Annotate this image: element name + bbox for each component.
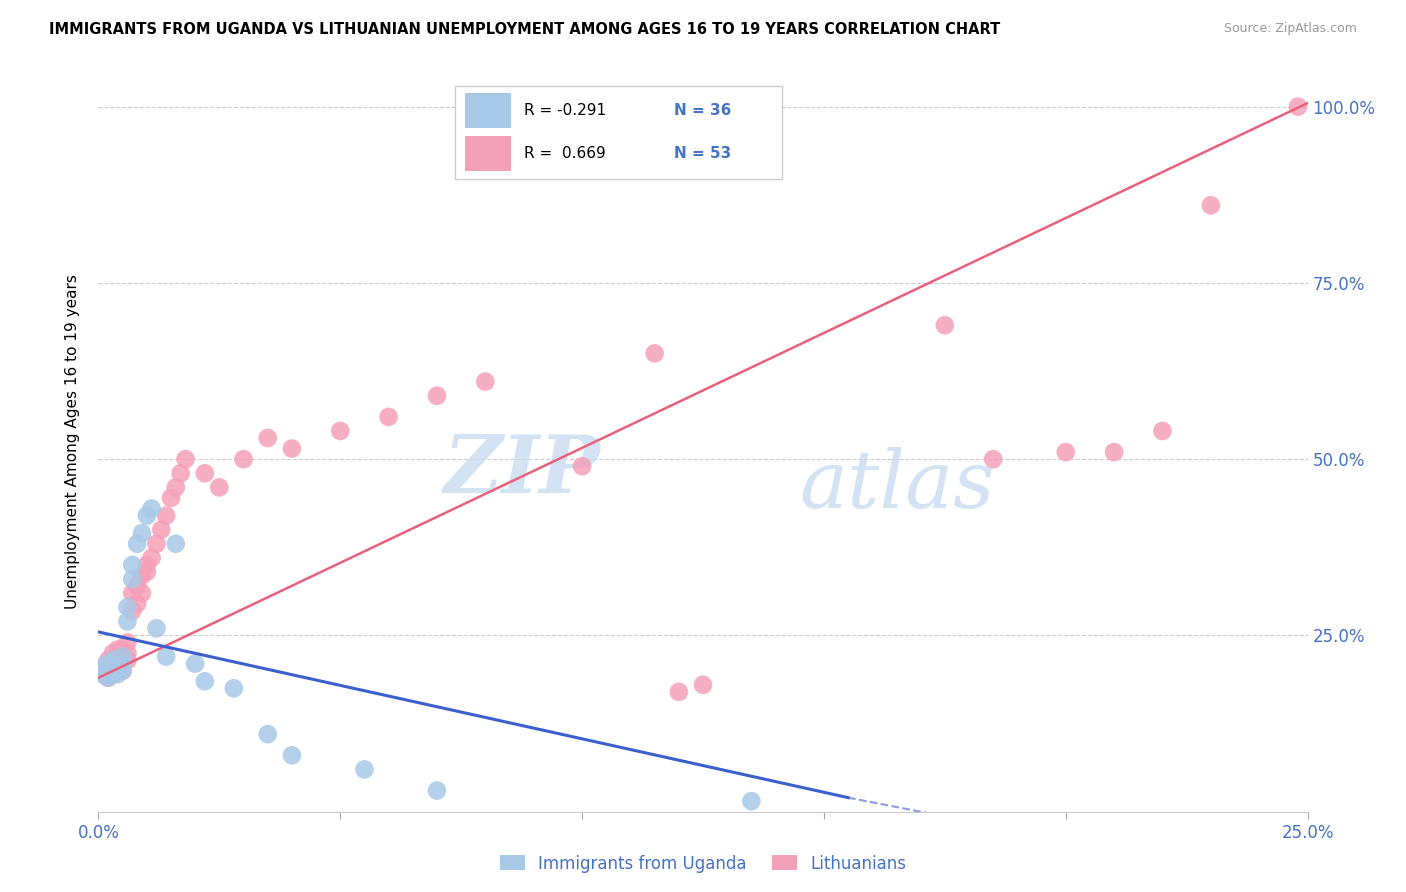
Point (111, 653, 134, 667)
Point (101, 653, 124, 667)
Point (97, 657, 120, 671)
Point (256, 727, 278, 741)
Point (117, 615, 139, 629)
Point (981, 452, 1004, 467)
Point (426, 783, 449, 797)
Text: ZIP: ZIP (443, 433, 600, 510)
Text: atlas: atlas (800, 447, 995, 524)
Point (107, 667, 129, 681)
Point (97, 664, 120, 678)
Text: IMMIGRANTS FROM UGANDA VS LITHUANIAN UNEMPLOYMENT AMONG AGES 16 TO 19 YEARS CORR: IMMIGRANTS FROM UGANDA VS LITHUANIAN UNE… (49, 22, 1001, 37)
Point (127, 537, 149, 551)
Point (131, 568, 153, 582)
Point (91, 667, 114, 681)
Point (107, 664, 129, 678)
Point (121, 558, 143, 572)
Text: Source: ZipAtlas.com: Source: ZipAtlas.com (1223, 22, 1357, 36)
Point (101, 660, 124, 674)
Point (174, 452, 197, 467)
Point (281, 748, 304, 763)
Point (668, 685, 690, 699)
Point (208, 480, 231, 494)
Point (101, 657, 124, 671)
Point (165, 480, 187, 494)
Point (256, 431, 278, 445)
Point (155, 649, 177, 664)
Point (107, 642, 129, 657)
Point (141, 550, 163, 565)
Point (281, 442, 304, 456)
Point (127, 579, 149, 593)
Point (121, 586, 143, 600)
Point (135, 558, 157, 572)
Point (107, 657, 129, 671)
Point (184, 657, 207, 671)
Point (97, 671, 120, 685)
Point (97, 653, 120, 667)
Point (117, 635, 139, 649)
Point (97, 667, 120, 681)
Point (101, 646, 124, 660)
Point (97, 671, 120, 685)
Point (740, 794, 762, 808)
Point (1286, 100, 1309, 114)
Point (111, 642, 134, 657)
Point (145, 537, 167, 551)
Point (644, 346, 666, 360)
Point (91, 667, 114, 681)
Point (934, 318, 956, 333)
Point (111, 649, 134, 664)
Point (117, 600, 139, 615)
Point (353, 763, 375, 777)
Point (194, 674, 217, 689)
Point (91, 660, 114, 674)
Point (329, 424, 352, 438)
Point (101, 664, 124, 678)
Point (111, 664, 134, 678)
Point (141, 501, 163, 516)
Point (121, 604, 143, 618)
Point (131, 586, 153, 600)
Y-axis label: Unemployment Among Ages 16 to 19 years: Unemployment Among Ages 16 to 19 years (65, 274, 80, 609)
Point (135, 565, 157, 579)
Point (101, 667, 124, 681)
Legend: Immigrants from Uganda, Lithuanians: Immigrants from Uganda, Lithuanians (494, 848, 912, 880)
Point (474, 375, 496, 389)
Point (571, 459, 593, 474)
Point (426, 389, 449, 403)
Point (1152, 424, 1174, 438)
Point (117, 646, 139, 660)
Point (107, 653, 129, 667)
Point (222, 681, 245, 696)
Point (145, 621, 167, 635)
Point (160, 491, 183, 505)
Point (91, 660, 114, 674)
Point (111, 664, 134, 678)
Point (117, 653, 139, 667)
Point (377, 409, 399, 424)
Point (155, 508, 177, 523)
Point (232, 452, 254, 467)
Point (121, 572, 143, 586)
Point (135, 508, 157, 523)
Point (91, 664, 114, 678)
Point (101, 667, 124, 681)
Point (111, 657, 134, 671)
Point (169, 467, 191, 481)
Point (127, 597, 149, 611)
Point (131, 526, 153, 541)
Point (1054, 445, 1077, 459)
Point (107, 664, 129, 678)
Point (97, 664, 120, 678)
Point (1102, 445, 1125, 459)
Point (150, 523, 173, 537)
Point (194, 467, 217, 481)
Point (165, 537, 187, 551)
Point (1199, 198, 1222, 212)
Point (692, 678, 714, 692)
